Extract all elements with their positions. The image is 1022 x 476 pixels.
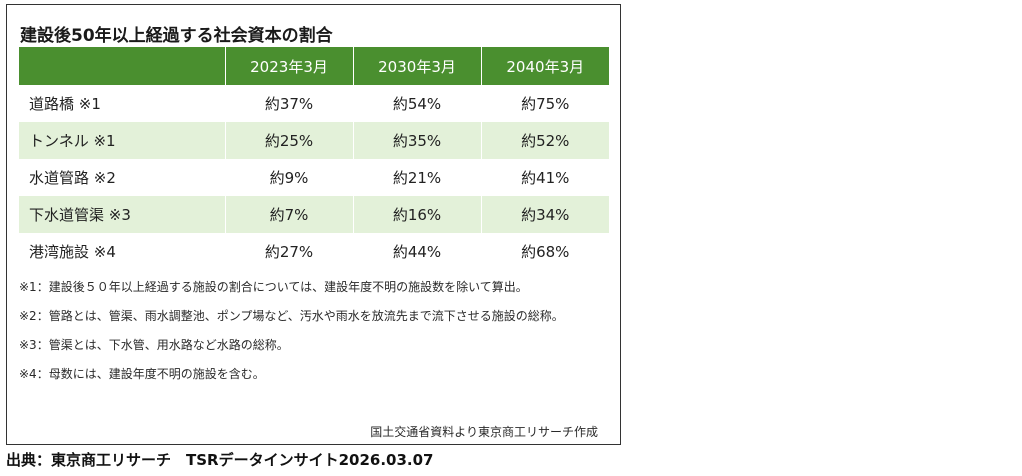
value-cell: 約25% bbox=[224, 122, 353, 159]
footnote-3: ※3：管渠とは、下水管、用水路など水路の総称。 bbox=[19, 338, 289, 352]
row-label: 港湾施設 ※4 bbox=[19, 233, 225, 270]
value-cell: 約44% bbox=[352, 233, 481, 270]
table-row: トンネル ※1 約25% 約35% 約52% bbox=[19, 122, 609, 159]
figure-panel: 建設後50年以上経過する社会資本の割合 2023年3月 2030年3月 2040… bbox=[6, 4, 621, 445]
header-cell-2030: 2030年3月 bbox=[352, 47, 481, 85]
value-cell: 約68% bbox=[480, 233, 609, 270]
row-label: トンネル ※1 bbox=[19, 122, 225, 159]
value-cell: 約35% bbox=[352, 122, 481, 159]
value-cell: 約75% bbox=[480, 85, 609, 122]
footnotes: ※1：建設後５０年以上経過する施設の割合については、建設年度不明の施設数を除いて… bbox=[19, 277, 614, 393]
header-cell-2040: 2040年3月 bbox=[480, 47, 609, 85]
value-cell: 約52% bbox=[480, 122, 609, 159]
header-cell-empty bbox=[19, 47, 225, 85]
value-cell: 約41% bbox=[480, 159, 609, 196]
table-header-row: 2023年3月 2030年3月 2040年3月 bbox=[19, 47, 609, 85]
value-cell: 約37% bbox=[224, 85, 353, 122]
value-cell: 約9% bbox=[224, 159, 353, 196]
header-cell-2023: 2023年3月 bbox=[224, 47, 353, 85]
table-row: 港湾施設 ※4 約27% 約44% 約68% bbox=[19, 233, 609, 270]
row-label: 道路橋 ※1 bbox=[19, 85, 225, 122]
table-row: 下水道管渠 ※3 約7% 約16% 約34% bbox=[19, 196, 609, 233]
value-cell: 約16% bbox=[352, 196, 481, 233]
figure-title: 建設後50年以上経過する社会資本の割合 bbox=[20, 26, 333, 46]
figure-source: 国土交通省資料より東京商工リサーチ作成 bbox=[370, 425, 598, 439]
value-cell: 約27% bbox=[224, 233, 353, 270]
row-label: 下水道管渠 ※3 bbox=[19, 196, 225, 233]
value-cell: 約34% bbox=[480, 196, 609, 233]
value-cell: 約7% bbox=[224, 196, 353, 233]
value-cell: 約54% bbox=[352, 85, 481, 122]
table-row: 道路橋 ※1 約37% 約54% 約75% bbox=[19, 85, 609, 122]
footnote-1: ※1：建設後５０年以上経過する施設の割合については、建設年度不明の施設数を除いて… bbox=[19, 280, 528, 294]
footnote-4: ※4：母数には、建設年度不明の施設を含む。 bbox=[19, 367, 265, 381]
value-cell: 約21% bbox=[352, 159, 481, 196]
credit-line: 出典：東京商工リサーチ TSRデータインサイト2026.03.07 bbox=[6, 451, 434, 469]
table-row: 水道管路 ※2 約9% 約21% 約41% bbox=[19, 159, 609, 196]
data-table: 2023年3月 2030年3月 2040年3月 道路橋 ※1 約37% 約54%… bbox=[19, 47, 609, 270]
row-label: 水道管路 ※2 bbox=[19, 159, 225, 196]
footnote-2: ※2：管路とは、管渠、雨水調整池、ポンプ場など、汚水や雨水を放流先まで流下させる… bbox=[19, 309, 564, 323]
